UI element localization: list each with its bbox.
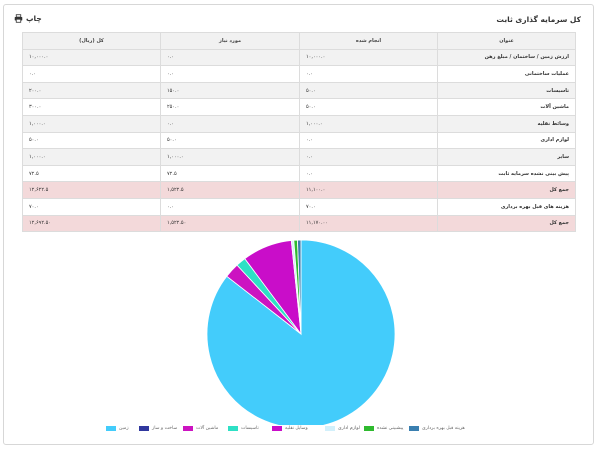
table-cell-needed: ۷۲.۵	[160, 164, 300, 183]
table-cell-done: ۰.۰	[299, 131, 438, 150]
legend-label: ساخت و ساز	[152, 426, 178, 431]
table-cell-done: ۱۱,۱۷۰.۰۰	[299, 214, 438, 233]
printer-icon	[14, 14, 23, 23]
table-cell-title: عملیات ساختمانی	[437, 65, 576, 83]
table-cell-title: ماشین آلات	[437, 98, 576, 116]
table-row: سایر ۰.۰ ۱,۰۰۰.۰ ۱,۰۰۰.۰	[22, 148, 576, 166]
table-row: لوازم اداری ۰.۰ ۵۰.۰ ۵۰.۰	[22, 131, 576, 150]
table-cell-needed: ۱,۵۲۲.۵	[160, 181, 300, 199]
table-cell-title: تاسیسات	[437, 81, 576, 100]
table-cell-title: جمع کل	[437, 214, 576, 233]
legend-swatch	[364, 426, 374, 431]
table-cell-done: ۵۰.۰	[299, 81, 438, 100]
table-cell-title: هزینه های قبل بهره برداری	[437, 197, 576, 216]
table-cell-total: ۵۰.۰	[22, 131, 161, 150]
table-cell-done: ۵۰.۰	[299, 98, 438, 116]
column-header: عنوان	[437, 32, 576, 50]
table-cell-needed: ۰.۰	[160, 197, 300, 216]
table-cell-done: ۰.۰	[299, 164, 438, 183]
legend-item[interactable]: پیشبینی نشده	[364, 426, 403, 431]
table-cell-done: ۱۰,۰۰۰.۰	[299, 48, 438, 67]
table-cell-total: ۰.۰	[22, 65, 161, 83]
legend-item[interactable]: ساخت و ساز	[139, 426, 177, 431]
chart-legend: زمین ساخت و ساز ماشین آلات تاسیسات وسایل نقل…	[0, 426, 600, 438]
legend-label: تاسیسات	[241, 426, 259, 431]
table-cell-total: ۱۲,۶۹۲.۵۰	[22, 214, 161, 233]
legend-label: زمین	[119, 426, 129, 431]
table-cell-total: ۳۰۰.۰	[22, 98, 161, 116]
panel-header: کل سرمایه گذاری ثابت چاپ	[4, 5, 593, 35]
table-cell-total: ۱,۰۰۰.۰	[22, 148, 161, 166]
table-cell-needed: ۲۵۰.۰	[160, 98, 300, 116]
table-row: وسائط نقلیه ۱,۰۰۰.۰ ۰.۰ ۱,۰۰۰.۰	[22, 114, 576, 133]
page-title: کل سرمایه گذاری ثابت	[496, 15, 581, 24]
legend-label: هزینه قبل بهره برداری	[422, 426, 465, 431]
table-cell-title: سایر	[437, 148, 576, 166]
table-cell-total: ۱,۰۰۰.۰	[22, 114, 161, 133]
table-cell-total: ۱۰,۰۰۰.۰	[22, 48, 161, 67]
table-cell-title: جمع کل	[437, 181, 576, 199]
legend-swatch	[272, 426, 282, 431]
legend-item[interactable]: زمین	[106, 426, 129, 431]
legend-swatch	[228, 426, 238, 431]
pie-chart	[206, 239, 396, 425]
table-cell-total: ۲۰۰.۰	[22, 81, 161, 100]
legend-item[interactable]: وسایل نقلیه	[272, 426, 308, 431]
table-cell-needed: ۱,۵۲۲.۵۰	[160, 214, 300, 233]
table-row: تاسیسات ۵۰.۰ ۱۵۰.۰ ۲۰۰.۰	[22, 81, 576, 100]
table-cell-done: ۱,۰۰۰.۰	[299, 114, 438, 133]
table-cell-total: ۷۰.۰	[22, 197, 161, 216]
column-header: انجام شده	[299, 32, 438, 50]
table-cell-done: ۰.۰	[299, 148, 438, 166]
legend-swatch	[139, 426, 149, 431]
table-row: جمع کل ۱۱,۱۷۰.۰۰ ۱,۵۲۲.۵۰ ۱۲,۶۹۲.۵۰	[22, 214, 576, 233]
legend-label: پیشبینی نشده	[377, 426, 404, 431]
legend-swatch	[325, 426, 335, 431]
column-header: مورد نیاز	[160, 32, 300, 50]
table-cell-title: ارزش زمین / ساختمان / مبلغ رهن	[437, 48, 576, 67]
table-cell-done: ۰.۰	[299, 65, 438, 83]
table-cell-total: ۷۲.۵	[22, 164, 161, 183]
legend-swatch	[183, 426, 193, 431]
pie-slice-7[interactable]	[297, 239, 302, 335]
table-row: عملیات ساختمانی ۰.۰ ۰.۰ ۰.۰	[22, 65, 576, 83]
legend-label: وسایل نقلیه	[285, 426, 308, 431]
table-cell-needed: ۰.۰	[160, 114, 300, 133]
legend-item[interactable]: لوازم اداری	[325, 426, 360, 431]
table-cell-title: لوازم اداری	[437, 131, 576, 150]
table-row: پیش بینی نشده سرمایه ثابت ۰.۰ ۷۲.۵ ۷۲.۵	[22, 164, 576, 183]
table-row: ارزش زمین / ساختمان / مبلغ رهن ۱۰,۰۰۰.۰ ۰.…	[22, 48, 576, 67]
table-cell-needed: ۱,۰۰۰.۰	[160, 148, 300, 166]
table-row: جمع کل ۱۱,۱۰۰.۰ ۱,۵۲۲.۵ ۱۲,۶۲۲.۵	[22, 181, 576, 199]
table-cell-done: ۱۱,۱۰۰.۰	[299, 181, 438, 199]
investment-table: عنوان انجام شده مورد نیاز کل (ریال) ارزش…	[22, 32, 576, 233]
legend-item[interactable]: تاسیسات	[228, 426, 259, 431]
print-label: چاپ	[26, 14, 42, 23]
table-row: هزینه های قبل بهره برداری ۷۰.۰ ۰.۰ ۷۰.۰	[22, 197, 576, 216]
column-header: کل (ریال)	[22, 32, 161, 50]
table-cell-title: وسائط نقلیه	[437, 114, 576, 133]
legend-item[interactable]: ماشین آلات	[183, 426, 218, 431]
table-row: ماشین آلات ۵۰.۰ ۲۵۰.۰ ۳۰۰.۰	[22, 98, 576, 116]
table-cell-title: پیش بینی نشده سرمایه ثابت	[437, 164, 576, 183]
table-cell-needed: ۵۰.۰	[160, 131, 300, 150]
table-header-row: عنوان انجام شده مورد نیاز کل (ریال)	[22, 32, 576, 50]
table-cell-done: ۷۰.۰	[299, 197, 438, 216]
legend-label: لوازم اداری	[338, 426, 360, 431]
table-cell-needed: ۱۵۰.۰	[160, 81, 300, 100]
legend-swatch	[409, 426, 419, 431]
pie-slice-0[interactable]	[206, 239, 396, 425]
print-button[interactable]: چاپ	[14, 14, 42, 23]
table-cell-needed: ۰.۰	[160, 48, 300, 67]
legend-swatch	[106, 426, 116, 431]
table-cell-needed: ۰.۰	[160, 65, 300, 83]
legend-label: ماشین آلات	[196, 426, 219, 431]
table-cell-total: ۱۲,۶۲۲.۵	[22, 181, 161, 199]
legend-item[interactable]: هزینه قبل بهره برداری	[409, 426, 465, 431]
panel: کل سرمایه گذاری ثابت چاپ	[3, 4, 594, 445]
